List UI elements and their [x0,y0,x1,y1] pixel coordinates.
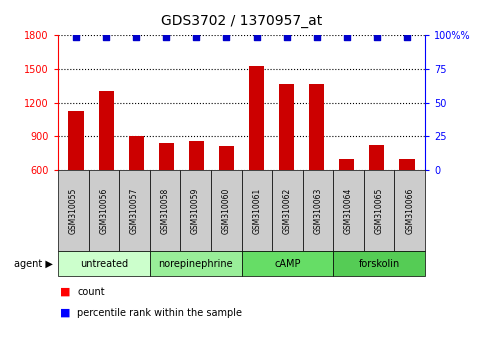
Text: GSM310057: GSM310057 [130,187,139,234]
Bar [339,159,355,237]
Text: ■: ■ [60,308,71,318]
Point [343,34,351,40]
Bar [189,141,204,237]
Point [283,34,290,40]
Point [253,34,260,40]
Bar [279,84,294,237]
Bar [219,146,234,237]
Text: GSM310064: GSM310064 [344,187,353,234]
Bar [249,65,264,237]
Bar [159,143,174,237]
Text: GSM310065: GSM310065 [375,187,384,234]
Bar [128,136,144,237]
Point [132,34,140,40]
Text: ■: ■ [60,287,71,297]
Point [102,34,110,40]
Text: count: count [77,287,105,297]
Text: GSM310060: GSM310060 [222,187,231,234]
Text: norepinephrine: norepinephrine [158,259,233,269]
Text: GSM310055: GSM310055 [69,187,78,234]
Text: cAMP: cAMP [274,259,300,269]
Text: GSM310058: GSM310058 [160,188,170,234]
Text: percentile rank within the sample: percentile rank within the sample [77,308,242,318]
Text: agent ▶: agent ▶ [14,259,53,269]
Text: GDS3702 / 1370957_at: GDS3702 / 1370957_at [161,14,322,28]
Point [162,34,170,40]
Point [403,34,411,40]
Point [223,34,230,40]
Bar [369,145,384,237]
Text: GSM310061: GSM310061 [252,188,261,234]
Bar [69,110,84,237]
Text: forskolin: forskolin [358,259,400,269]
Point [313,34,321,40]
Text: GSM310062: GSM310062 [283,188,292,234]
Point [72,34,80,40]
Bar [99,91,114,237]
Text: untreated: untreated [80,259,128,269]
Text: GSM310063: GSM310063 [313,187,323,234]
Text: GSM310056: GSM310056 [99,187,108,234]
Text: GSM310066: GSM310066 [405,187,414,234]
Text: GSM310059: GSM310059 [191,187,200,234]
Point [373,34,381,40]
Bar [309,84,324,237]
Bar [399,159,414,237]
Point [193,34,200,40]
